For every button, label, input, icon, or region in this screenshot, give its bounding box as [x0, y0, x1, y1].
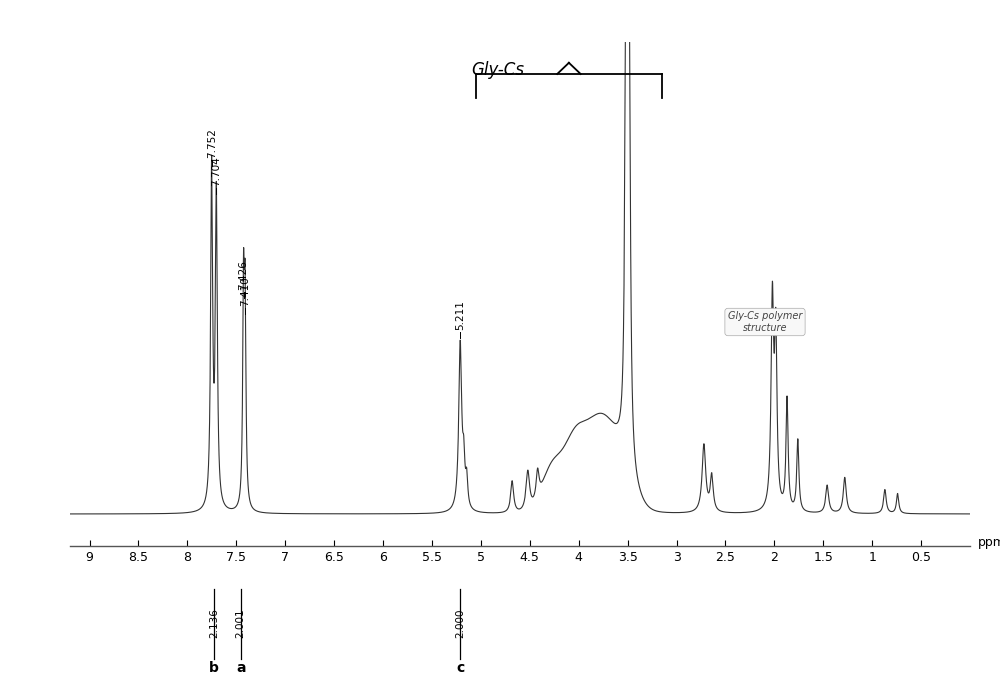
Text: 7.752: 7.752 [207, 128, 217, 158]
Text: 5.211: 5.211 [455, 300, 465, 330]
Text: 2.000: 2.000 [455, 608, 465, 638]
Text: Gly-Cs polymer
structure: Gly-Cs polymer structure [728, 312, 802, 332]
Text: 7.426: 7.426 [239, 260, 249, 290]
Text: ppm: ppm [978, 536, 1000, 549]
Text: 2.136: 2.136 [209, 608, 219, 638]
Text: 7.704: 7.704 [211, 156, 221, 186]
Text: 2.001: 2.001 [236, 608, 246, 638]
Text: 7.410: 7.410 [240, 276, 250, 306]
Text: c: c [456, 661, 464, 675]
Text: Gly-Cs: Gly-Cs [471, 61, 524, 79]
Text: b: b [209, 661, 219, 675]
Text: a: a [236, 661, 245, 675]
